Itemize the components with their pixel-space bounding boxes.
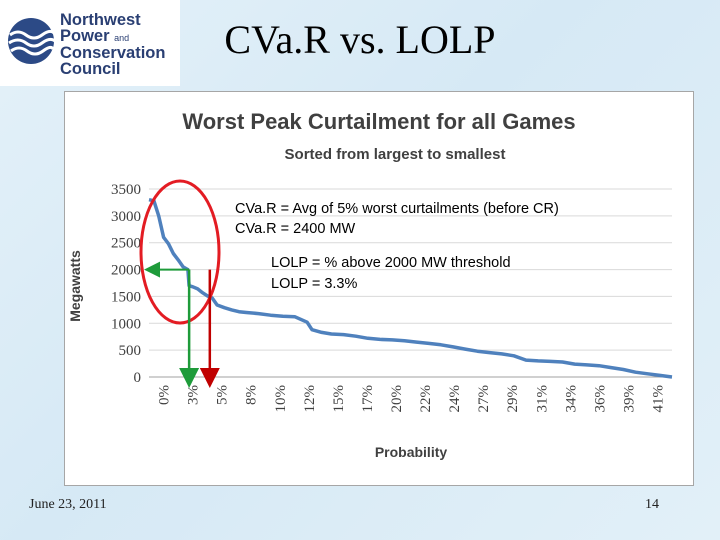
y-axis-label: Megawatts xyxy=(67,250,83,322)
x-tick-label: 24% xyxy=(447,385,463,413)
x-tick-label: 5% xyxy=(215,385,231,405)
lolp-definition-text: LOLP = % above 2000 MW threshold xyxy=(271,255,511,271)
y-tick-label: 500 xyxy=(119,343,142,359)
cvar-value-text: CVa.R = 2400 MW xyxy=(235,221,356,237)
y-tick-label: 3500 xyxy=(111,182,141,198)
worst-tail-circle xyxy=(139,179,221,325)
curtailment-chart: 3500 3000 2500 2000 1500 1000 500 0 0% 3% 5% 8% 10%… xyxy=(67,109,673,460)
x-tick-label: 29% xyxy=(505,385,521,413)
x-tick-label: 34% xyxy=(563,385,579,413)
logo-line-2-small: and xyxy=(114,32,130,43)
chart-title: Worst Peak Curtailment for all Games xyxy=(182,109,575,134)
logo-line-1: Northwest xyxy=(60,11,141,29)
council-logo: Northwest Power and Conservation Council xyxy=(0,0,180,86)
wave-globe-icon xyxy=(8,18,56,64)
x-tick-label: 10% xyxy=(273,385,289,413)
x-tick-label: 27% xyxy=(476,385,492,413)
y-tick-label: 0 xyxy=(134,370,142,386)
x-tick-label: 8% xyxy=(244,385,260,405)
x-tick-label: 22% xyxy=(418,385,434,413)
x-tick-label: 31% xyxy=(534,385,550,413)
y-tick-label: 1000 xyxy=(111,316,141,332)
x-tick-label: 41% xyxy=(650,385,666,413)
x-tick-label: 17% xyxy=(360,385,376,413)
lolp-value-text: LOLP = 3.3% xyxy=(271,276,357,292)
logo-line-2-main: Power xyxy=(60,26,110,45)
y-tick-label: 1500 xyxy=(111,289,141,305)
logo-line-2: Power and xyxy=(60,26,165,47)
x-tick-label: 0% xyxy=(157,385,173,405)
x-tick-label: 36% xyxy=(592,385,608,413)
y-tick-label: 2500 xyxy=(111,236,141,252)
y-tick-label: 3000 xyxy=(111,209,141,225)
x-tick-label: 15% xyxy=(331,385,347,413)
logo-line-3: Conservation xyxy=(60,44,166,62)
x-tick-label: 20% xyxy=(389,385,405,413)
y-tick-label: 2000 xyxy=(111,263,141,279)
logo-wordmark: Northwest Power and Conservation Council xyxy=(60,11,166,78)
page-number: 14 xyxy=(645,497,659,512)
x-tick-label: 12% xyxy=(302,385,318,413)
x-tick-label: 39% xyxy=(621,385,637,413)
footer-date: June 23, 2011 xyxy=(29,497,107,512)
chart-subtitle: Sorted from largest to smallest xyxy=(285,146,506,163)
x-axis-label: Probability xyxy=(375,444,448,460)
logo-line-4: Council xyxy=(60,59,121,78)
chart-frame: 3500 3000 2500 2000 1500 1000 500 0 0% 3% 5% 8% 10%… xyxy=(64,91,694,486)
slide-title: CVa.R vs. LOLP xyxy=(224,17,496,62)
cvar-definition-text: CVa.R = Avg of 5% worst curtailments (be… xyxy=(235,201,559,217)
x-tick-label: 3% xyxy=(186,385,202,405)
